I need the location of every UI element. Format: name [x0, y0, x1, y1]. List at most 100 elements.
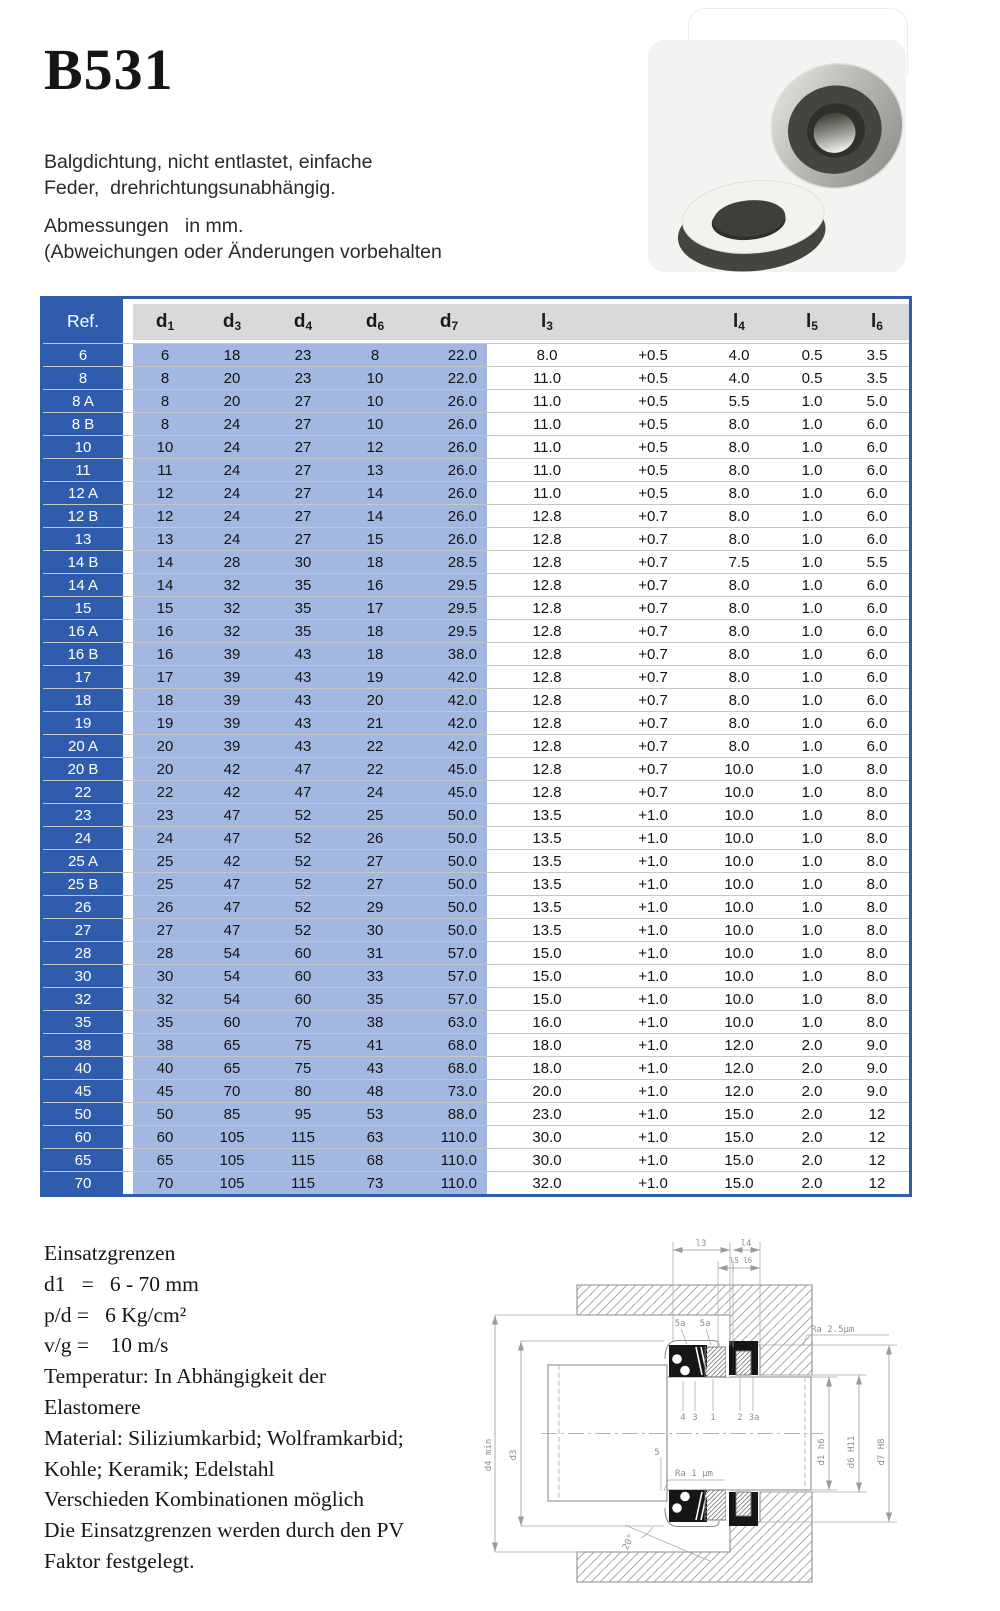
ref-column-header: Ref.: [43, 299, 123, 343]
col-label: l: [541, 311, 547, 332]
table-cell: 10.0: [724, 1013, 754, 1031]
table-cell: 13.5: [532, 806, 562, 824]
table-cell: +0.5: [638, 392, 668, 410]
table-cell: 2.0: [801, 1151, 823, 1169]
table-cell: 8.0: [728, 668, 750, 686]
table-cell: 1.0: [801, 461, 823, 479]
column-gap: [123, 1149, 133, 1171]
table-cell: +0.5: [638, 369, 668, 387]
table-cell: 32: [197, 574, 267, 596]
table-cell: 27: [267, 390, 339, 412]
table-cell: +1.0: [638, 1174, 668, 1192]
label-item-3a: 3a: [749, 1413, 760, 1423]
text-line: Material: Siliziumkarbid; Wolframkarbid;: [44, 1425, 404, 1450]
table-cell: 6.0: [866, 461, 888, 479]
table-cell: 15.0: [724, 1151, 754, 1169]
table-cell: 1.0: [801, 668, 823, 686]
table-cell: 29.5: [411, 597, 487, 619]
table-cell: 8: [133, 390, 197, 412]
table-cell: 25: [133, 850, 197, 872]
table-cell: 12.8: [532, 599, 562, 617]
table-cell: 23: [267, 344, 339, 366]
table-row: 16 A 16 32 35 18 29.5 12.8 +0.7 8.0 1.0 6.0: [43, 619, 909, 642]
table-cell: +1.0: [638, 829, 668, 847]
table-cell: 22: [133, 781, 197, 803]
table-cell: 35: [267, 620, 339, 642]
table-cell: 10: [339, 413, 411, 435]
table-cell: 9.0: [866, 1059, 888, 1077]
table-row: 20 A 20 39 43 22 42.0 12.8 +0.7 8.0 1.0 6.0: [43, 734, 909, 757]
table-row: 65 65 105 115 68 110.0 30.0 +1.0 15.0 2.0 12: [43, 1148, 909, 1171]
table-cell: 52: [267, 827, 339, 849]
table-cell: 110.0: [411, 1172, 487, 1194]
table-cell: 15.0: [532, 944, 562, 962]
table-cell: 1.0: [801, 760, 823, 778]
col-label: l: [806, 311, 812, 332]
table-cell: 24: [197, 528, 267, 550]
row-ref: 16 B: [43, 643, 123, 665]
text-line: Elastomere: [44, 1394, 141, 1419]
table-cell: 50.0: [411, 804, 487, 826]
table-cell: 10.0: [724, 990, 754, 1008]
table-row: 8 B 8 24 27 10 26.0 11.0 +0.5 8.0 1.0 6.0: [43, 412, 909, 435]
table-row: 60 60 105 115 63 110.0 30.0 +1.0 15.0 2.0 12: [43, 1125, 909, 1148]
table-cell: 26: [133, 896, 197, 918]
table-cell: 1.0: [801, 921, 823, 939]
table-cell: 13: [133, 528, 197, 550]
table-cell: 2.0: [801, 1128, 823, 1146]
table-cell: 1.0: [801, 484, 823, 502]
column-gap: [123, 459, 133, 481]
table-row: 25 A 25 42 52 27 50.0 13.5 +1.0 10.0 1.0 8.0: [43, 849, 909, 872]
text-line: Abmessungen in mm.: [44, 215, 244, 237]
table-cell: 1.0: [801, 507, 823, 525]
table-cell: 8.0: [866, 1013, 888, 1031]
table-cell: 19: [339, 666, 411, 688]
table-cell: 13.5: [532, 829, 562, 847]
label-item-1: 1: [710, 1413, 715, 1423]
table-cell: 8.0: [728, 737, 750, 755]
table-cell: 8.0: [728, 415, 750, 433]
table-body: 6 6 18 23 8 22.0 8.0 +0.5 4.0 0.5 3.5 8 8 20 23 10 22.0 1…: [43, 343, 909, 1194]
table-cell: 13: [339, 459, 411, 481]
table-cell: +0.5: [638, 438, 668, 456]
table-cell: 8.0: [728, 599, 750, 617]
table-row: 27 27 47 52 30 50.0 13.5 +1.0 10.0 1.0 8.0: [43, 918, 909, 941]
table-cell: 14: [133, 574, 197, 596]
table-row: 16 B 16 39 43 18 38.0 12.8 +0.7 8.0 1.0 6.0: [43, 642, 909, 665]
table-cell: 105: [197, 1172, 267, 1194]
label-l5-l6: l5 l6: [730, 1256, 753, 1265]
table-cell: 18: [339, 551, 411, 573]
row-ref: 70: [43, 1172, 123, 1194]
table-cell: 20: [339, 689, 411, 711]
table-cell: 42.0: [411, 735, 487, 757]
table-cell: 42: [197, 850, 267, 872]
column-gap: [123, 367, 133, 389]
table-row: 19 19 39 43 21 42.0 12.8 +0.7 8.0 1.0 6.0: [43, 711, 909, 734]
row-ref: 24: [43, 827, 123, 849]
table-cell: 39: [197, 643, 267, 665]
table-cell: 40: [133, 1057, 197, 1079]
table-cell: 10: [339, 390, 411, 412]
table-cell: 30: [267, 551, 339, 573]
table-cell: +0.7: [638, 530, 668, 548]
table-cell: 105: [197, 1126, 267, 1148]
table-cell: 1.0: [801, 530, 823, 548]
table-cell: 8.0: [536, 346, 558, 364]
table-cell: 32: [133, 988, 197, 1010]
text-line: v/g = 10 m/s: [44, 1333, 169, 1358]
table-cell: 45.0: [411, 758, 487, 780]
table-cell: 5.0: [866, 392, 888, 410]
label-d6-H11: d6 H11: [847, 1436, 857, 1469]
table-cell: +1.0: [638, 806, 668, 824]
table-cell: 43: [267, 643, 339, 665]
text-line: Faktor festgelegt.: [44, 1548, 195, 1573]
drawing-labels: l3 l4 l5 l6 5a 5a Ra 2.5μm 4 3 1 2 3a 5 …: [484, 1239, 887, 1552]
seal-assembly-bottom: [664, 1489, 758, 1528]
table-cell: 12: [133, 482, 197, 504]
table-cell: 24: [339, 781, 411, 803]
row-ref: 28: [43, 942, 123, 964]
table-cell: 30: [339, 919, 411, 941]
table-cell: 2.0: [801, 1174, 823, 1192]
